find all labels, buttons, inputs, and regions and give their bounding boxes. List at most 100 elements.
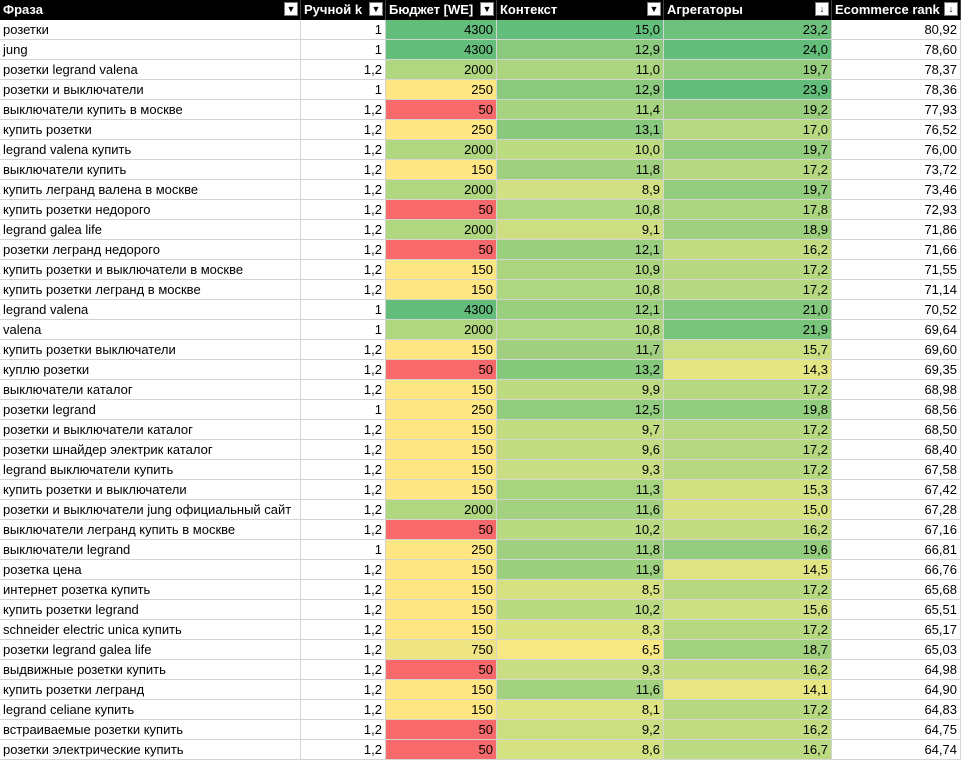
cell-phrase[interactable]: выключатели каталог xyxy=(0,380,301,400)
cell-budget[interactable]: 150 xyxy=(386,460,497,480)
cell-ecommerce-rank[interactable]: 71,86 xyxy=(832,220,961,240)
cell-manual-k[interactable]: 1,2 xyxy=(301,660,386,680)
cell-context[interactable]: 11,7 xyxy=(497,340,664,360)
cell-aggregators[interactable]: 18,7 xyxy=(664,640,832,660)
cell-ecommerce-rank[interactable]: 64,98 xyxy=(832,660,961,680)
cell-budget[interactable]: 50 xyxy=(386,200,497,220)
cell-ecommerce-rank[interactable]: 68,98 xyxy=(832,380,961,400)
cell-ecommerce-rank[interactable]: 64,83 xyxy=(832,700,961,720)
cell-phrase[interactable]: купить розетки легранд в москве xyxy=(0,280,301,300)
cell-context[interactable]: 10,9 xyxy=(497,260,664,280)
cell-phrase[interactable]: розетки и выключатели каталог xyxy=(0,420,301,440)
cell-aggregators[interactable]: 17,2 xyxy=(664,160,832,180)
cell-budget[interactable]: 50 xyxy=(386,660,497,680)
cell-aggregators[interactable]: 17,2 xyxy=(664,580,832,600)
cell-budget[interactable]: 250 xyxy=(386,400,497,420)
cell-aggregators[interactable]: 15,7 xyxy=(664,340,832,360)
cell-manual-k[interactable]: 1,2 xyxy=(301,340,386,360)
cell-ecommerce-rank[interactable]: 65,17 xyxy=(832,620,961,640)
cell-budget[interactable]: 150 xyxy=(386,700,497,720)
cell-aggregators[interactable]: 17,0 xyxy=(664,120,832,140)
cell-manual-k[interactable]: 1,2 xyxy=(301,260,386,280)
cell-manual-k[interactable]: 1,2 xyxy=(301,720,386,740)
cell-aggregators[interactable]: 17,2 xyxy=(664,700,832,720)
cell-ecommerce-rank[interactable]: 76,52 xyxy=(832,120,961,140)
cell-phrase[interactable]: schneider electric unica купить xyxy=(0,620,301,640)
cell-budget[interactable]: 2000 xyxy=(386,60,497,80)
cell-context[interactable]: 10,8 xyxy=(497,320,664,340)
cell-phrase[interactable]: legrand выключатели купить xyxy=(0,460,301,480)
cell-context[interactable]: 11,6 xyxy=(497,500,664,520)
cell-ecommerce-rank[interactable]: 69,35 xyxy=(832,360,961,380)
cell-phrase[interactable]: купить розетки и выключатели xyxy=(0,480,301,500)
cell-context[interactable]: 10,8 xyxy=(497,280,664,300)
cell-ecommerce-rank[interactable]: 69,64 xyxy=(832,320,961,340)
cell-budget[interactable]: 150 xyxy=(386,560,497,580)
cell-phrase[interactable]: купить розетки выключатели xyxy=(0,340,301,360)
cell-aggregators[interactable]: 17,2 xyxy=(664,260,832,280)
cell-context[interactable]: 13,1 xyxy=(497,120,664,140)
cell-context[interactable]: 11,8 xyxy=(497,160,664,180)
cell-ecommerce-rank[interactable]: 68,40 xyxy=(832,440,961,460)
cell-phrase[interactable]: jung xyxy=(0,40,301,60)
cell-phrase[interactable]: розетки legrand galea life xyxy=(0,640,301,660)
cell-context[interactable]: 8,9 xyxy=(497,180,664,200)
cell-ecommerce-rank[interactable]: 66,81 xyxy=(832,540,961,560)
cell-aggregators[interactable]: 19,7 xyxy=(664,60,832,80)
cell-aggregators[interactable]: 24,0 xyxy=(664,40,832,60)
cell-ecommerce-rank[interactable]: 76,00 xyxy=(832,140,961,160)
cell-budget[interactable]: 150 xyxy=(386,280,497,300)
cell-budget[interactable]: 250 xyxy=(386,120,497,140)
cell-context[interactable]: 9,2 xyxy=(497,720,664,740)
cell-ecommerce-rank[interactable]: 67,28 xyxy=(832,500,961,520)
cell-phrase[interactable]: купить розетки xyxy=(0,120,301,140)
cell-budget[interactable]: 150 xyxy=(386,260,497,280)
cell-budget[interactable]: 150 xyxy=(386,340,497,360)
cell-phrase[interactable]: розетки электрические купить xyxy=(0,740,301,760)
cell-manual-k[interactable]: 1,2 xyxy=(301,140,386,160)
cell-budget[interactable]: 150 xyxy=(386,160,497,180)
cell-phrase[interactable]: выдвижные розетки купить xyxy=(0,660,301,680)
cell-ecommerce-rank[interactable]: 71,55 xyxy=(832,260,961,280)
cell-phrase[interactable]: выключатели legrand xyxy=(0,540,301,560)
dropdown-arrow-icon[interactable]: ▼ xyxy=(647,2,661,16)
cell-ecommerce-rank[interactable]: 71,14 xyxy=(832,280,961,300)
cell-phrase[interactable]: legrand celiane купить xyxy=(0,700,301,720)
cell-phrase[interactable]: выключатели купить в москве xyxy=(0,100,301,120)
cell-manual-k[interactable]: 1,2 xyxy=(301,240,386,260)
cell-context[interactable]: 10,8 xyxy=(497,200,664,220)
cell-budget[interactable]: 2000 xyxy=(386,500,497,520)
cell-phrase[interactable]: розетки legrand valena xyxy=(0,60,301,80)
cell-manual-k[interactable]: 1 xyxy=(301,320,386,340)
cell-context[interactable]: 10,2 xyxy=(497,600,664,620)
cell-manual-k[interactable]: 1,2 xyxy=(301,500,386,520)
cell-manual-k[interactable]: 1,2 xyxy=(301,100,386,120)
cell-phrase[interactable]: купить розетки и выключатели в москве xyxy=(0,260,301,280)
sort-descending-icon[interactable]: ↓ xyxy=(815,2,829,16)
cell-ecommerce-rank[interactable]: 72,93 xyxy=(832,200,961,220)
cell-context[interactable]: 8,1 xyxy=(497,700,664,720)
cell-manual-k[interactable]: 1,2 xyxy=(301,460,386,480)
cell-aggregators[interactable]: 16,2 xyxy=(664,520,832,540)
cell-budget[interactable]: 150 xyxy=(386,380,497,400)
cell-aggregators[interactable]: 16,7 xyxy=(664,740,832,760)
cell-manual-k[interactable]: 1,2 xyxy=(301,620,386,640)
cell-budget[interactable]: 4300 xyxy=(386,300,497,320)
cell-phrase[interactable]: розетки xyxy=(0,20,301,40)
cell-ecommerce-rank[interactable]: 73,72 xyxy=(832,160,961,180)
cell-aggregators[interactable]: 19,8 xyxy=(664,400,832,420)
cell-manual-k[interactable]: 1,2 xyxy=(301,160,386,180)
cell-aggregators[interactable]: 23,9 xyxy=(664,80,832,100)
cell-phrase[interactable]: купить розетки недорого xyxy=(0,200,301,220)
cell-budget[interactable]: 150 xyxy=(386,420,497,440)
cell-manual-k[interactable]: 1 xyxy=(301,400,386,420)
cell-manual-k[interactable]: 1,2 xyxy=(301,180,386,200)
cell-context[interactable]: 12,9 xyxy=(497,40,664,60)
cell-aggregators[interactable]: 16,2 xyxy=(664,240,832,260)
cell-budget[interactable]: 4300 xyxy=(386,20,497,40)
cell-aggregators[interactable]: 17,2 xyxy=(664,440,832,460)
cell-phrase[interactable]: legrand galea life xyxy=(0,220,301,240)
cell-context[interactable]: 11,9 xyxy=(497,560,664,580)
cell-aggregators[interactable]: 17,8 xyxy=(664,200,832,220)
cell-context[interactable]: 11,6 xyxy=(497,680,664,700)
